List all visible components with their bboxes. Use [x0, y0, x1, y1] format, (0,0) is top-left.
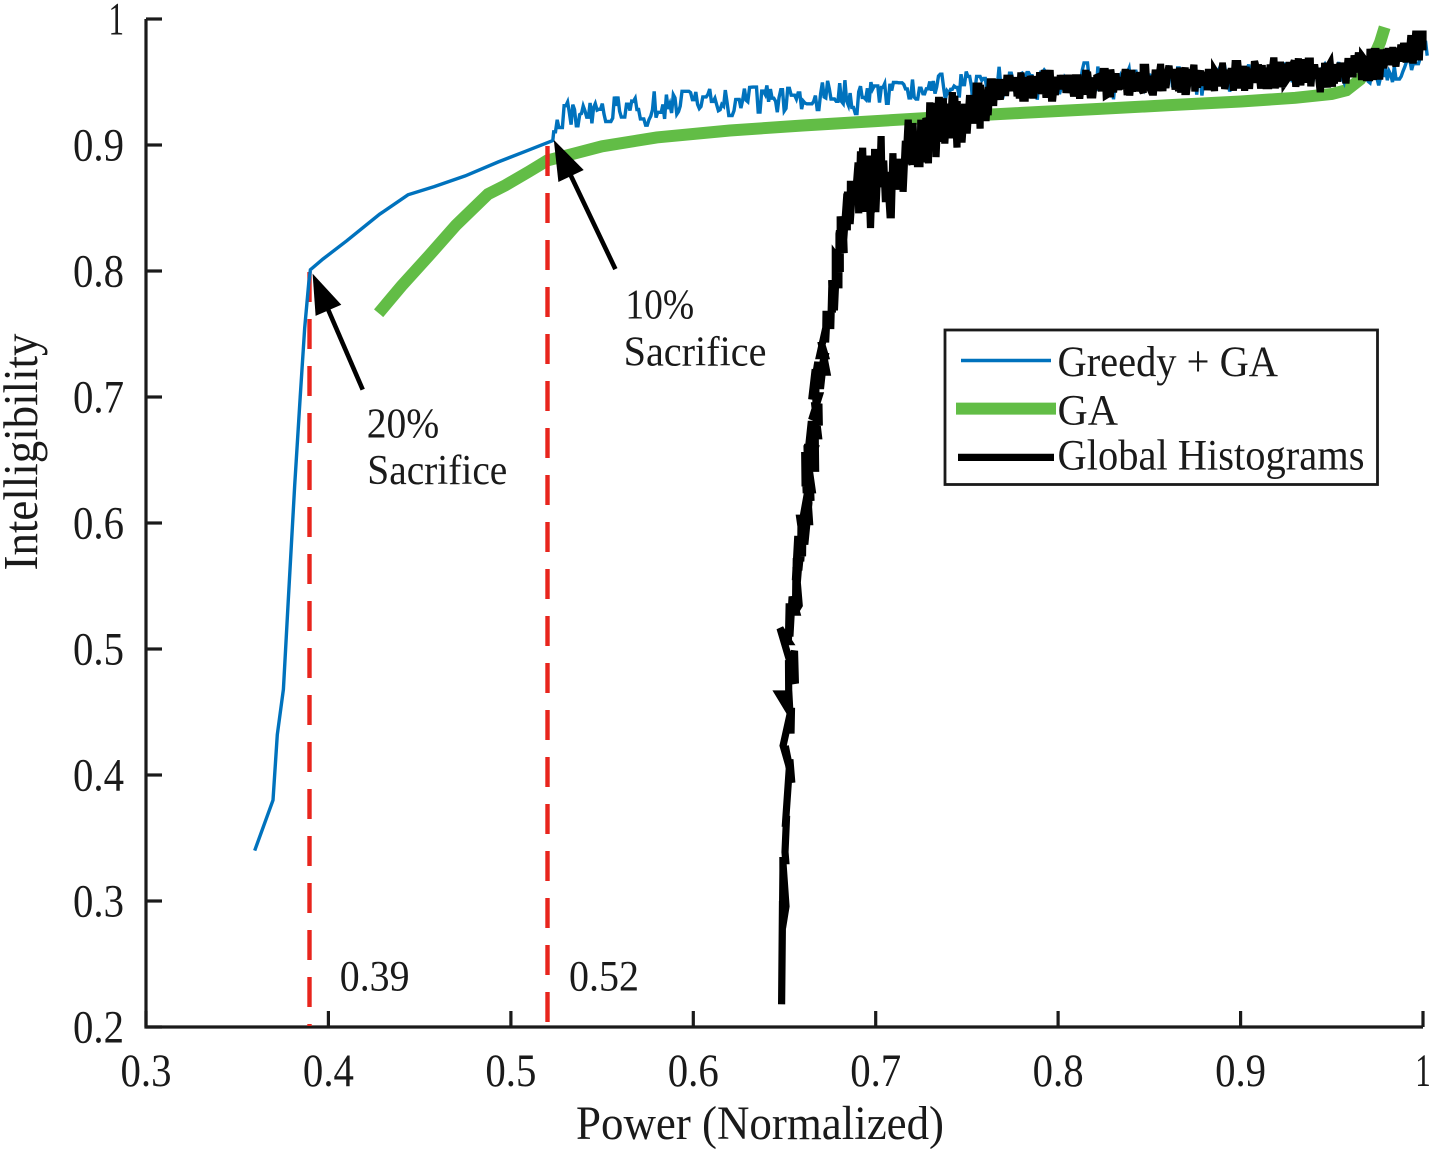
svg-text:0.4: 0.4	[73, 750, 124, 802]
svg-text:0.3: 0.3	[73, 876, 124, 928]
svg-text:0.4: 0.4	[303, 1045, 354, 1097]
svg-text:0.2: 0.2	[73, 1002, 124, 1054]
svg-text:GA: GA	[1058, 388, 1119, 435]
svg-text:0.9: 0.9	[1215, 1045, 1266, 1097]
svg-text:0.5: 0.5	[73, 624, 124, 676]
svg-text:10%: 10%	[625, 282, 694, 329]
svg-text:0.5: 0.5	[485, 1045, 536, 1097]
svg-text:20%: 20%	[367, 401, 440, 448]
svg-text:0.3: 0.3	[121, 1045, 172, 1097]
svg-text:Global Histograms: Global Histograms	[1058, 433, 1365, 480]
svg-text:Sacrifice: Sacrifice	[624, 328, 767, 375]
svg-text:0.8: 0.8	[1033, 1045, 1084, 1097]
svg-text:Greedy + GA: Greedy + GA	[1058, 339, 1279, 386]
svg-text:0.8: 0.8	[73, 246, 124, 298]
svg-text:0.7: 0.7	[73, 372, 124, 424]
svg-text:Sacrifice: Sacrifice	[367, 447, 507, 494]
svg-text:Power (Normalized): Power (Normalized)	[576, 1097, 944, 1150]
svg-text:0.39: 0.39	[340, 954, 410, 1001]
svg-text:0.52: 0.52	[569, 954, 639, 1001]
svg-text:1: 1	[1415, 1045, 1431, 1097]
svg-text:Intelligibility: Intelligibility	[0, 333, 48, 571]
svg-text:1: 1	[109, 0, 125, 46]
svg-text:0.6: 0.6	[73, 498, 124, 550]
svg-text:0.9: 0.9	[73, 120, 124, 172]
svg-text:0.6: 0.6	[668, 1045, 719, 1097]
svg-text:0.7: 0.7	[850, 1045, 901, 1097]
